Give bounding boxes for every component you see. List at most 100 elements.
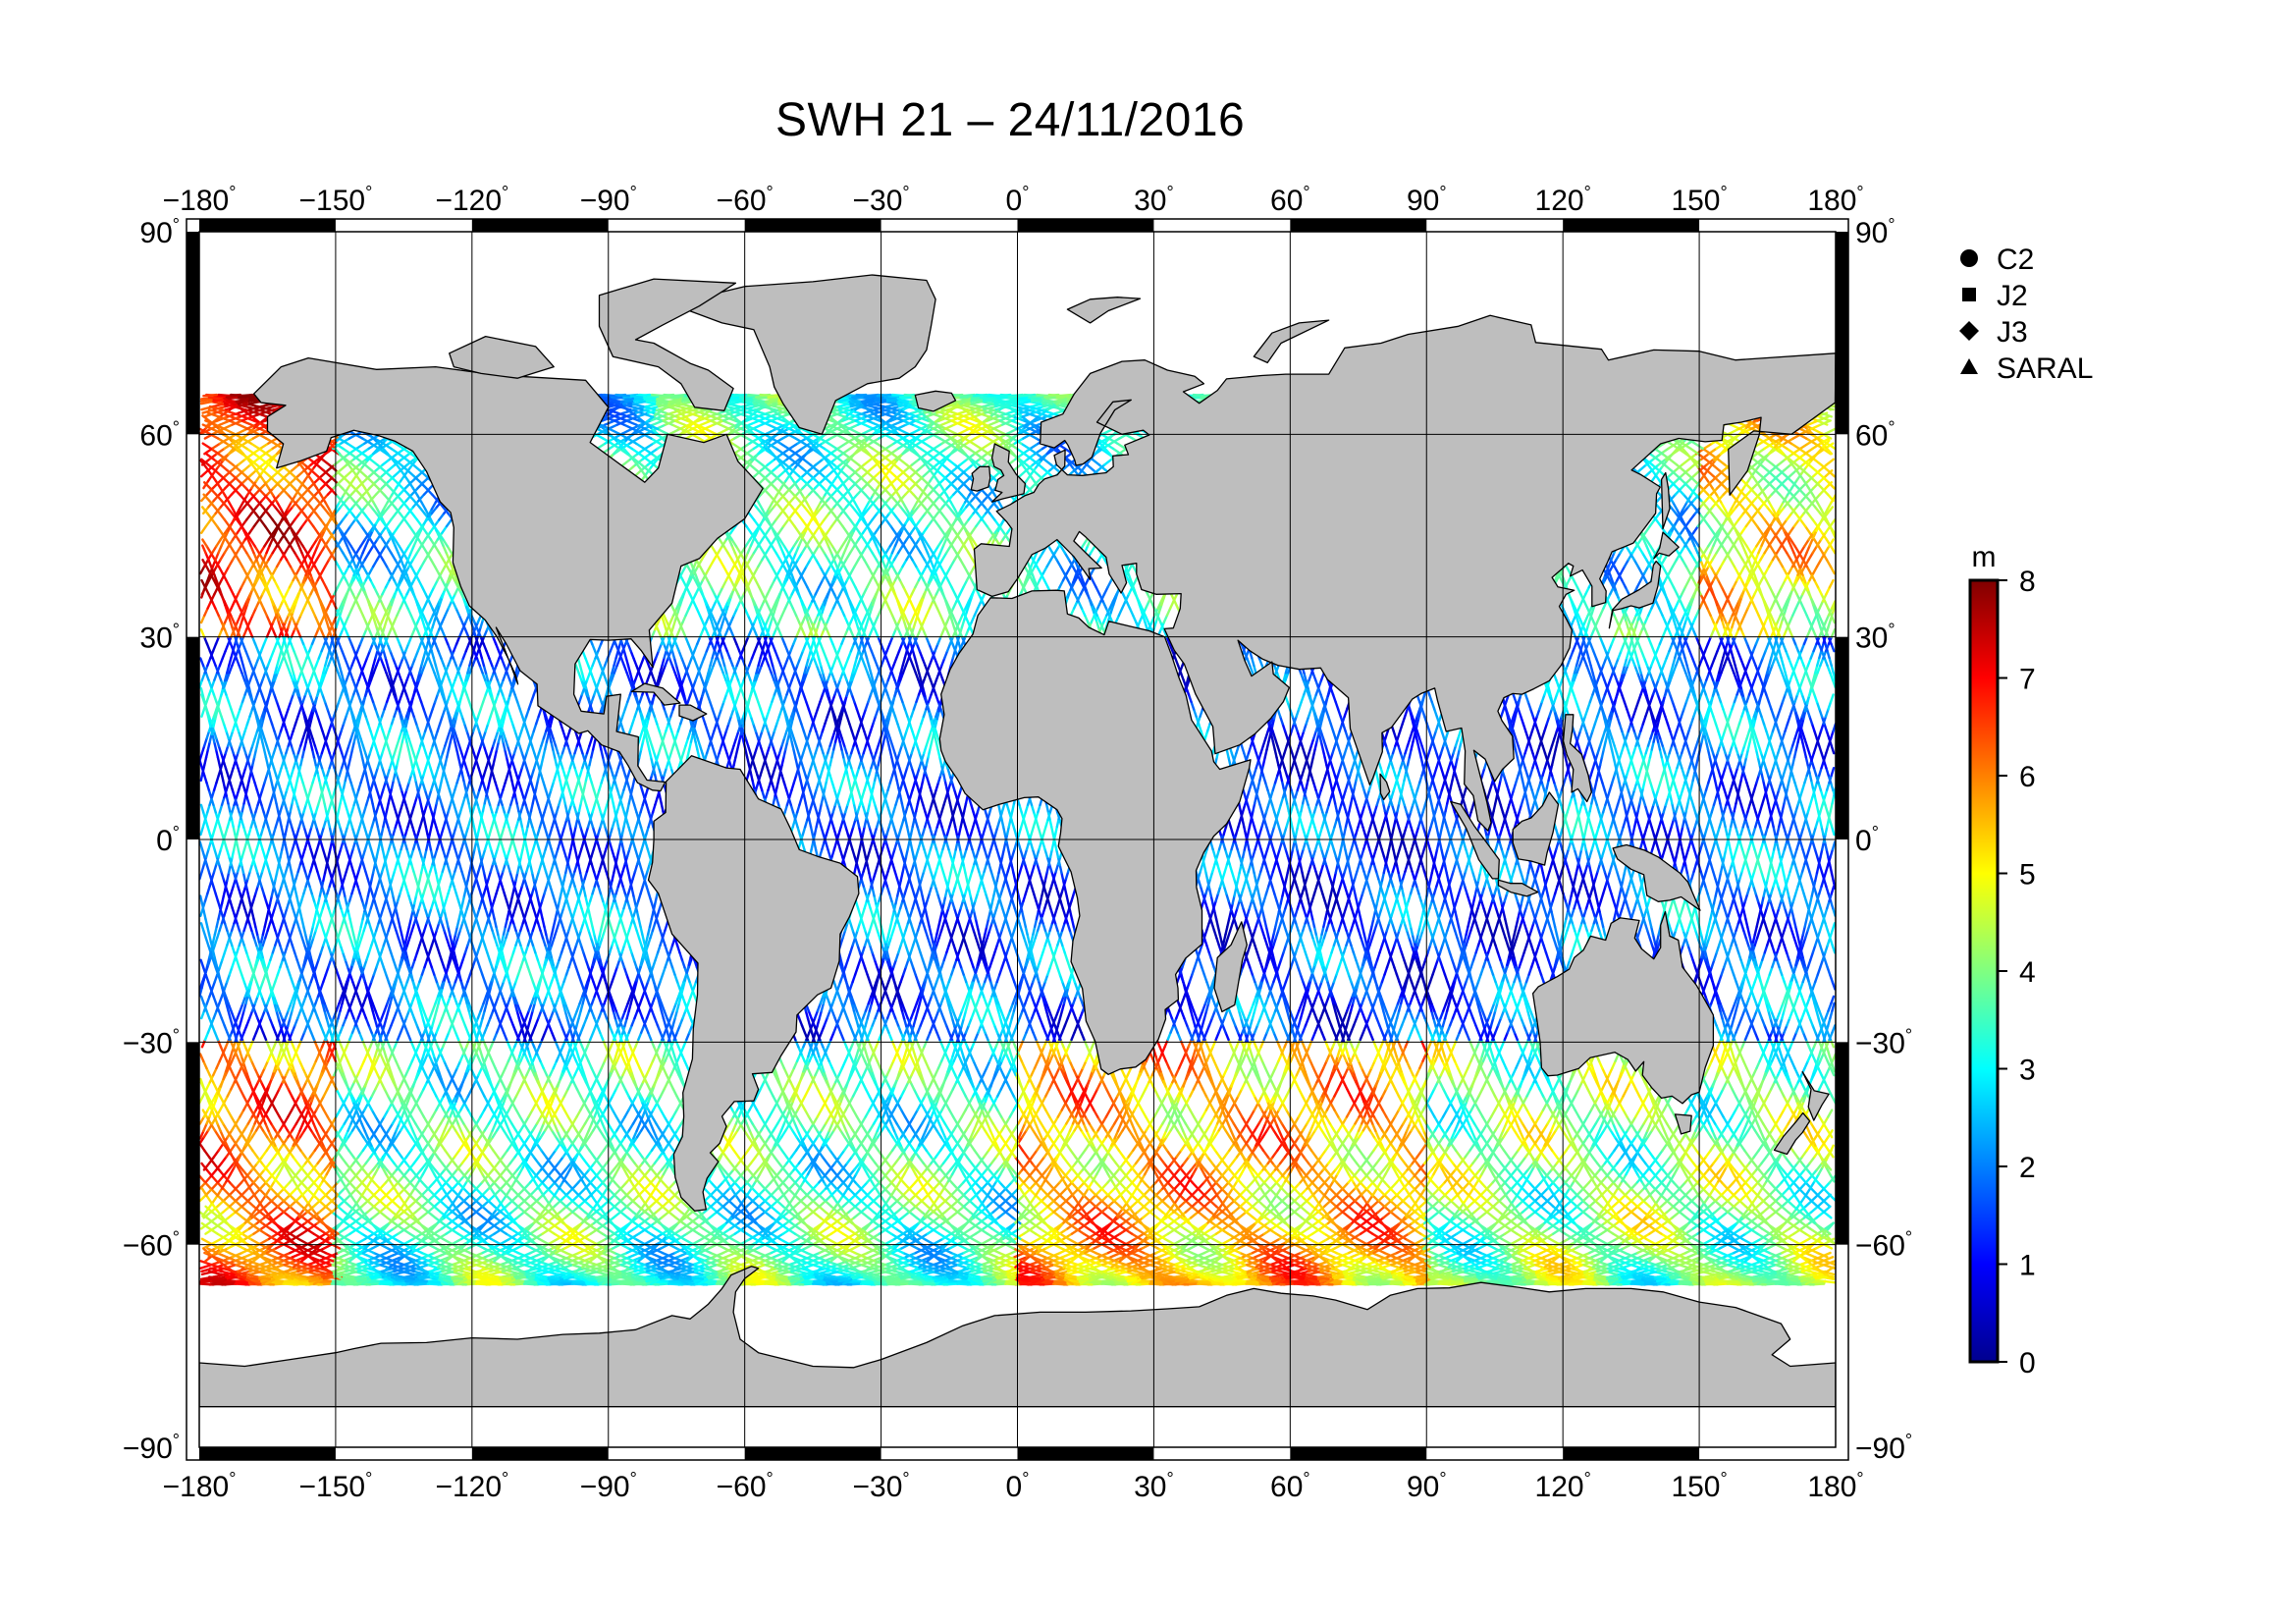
track-segment: [290, 995, 295, 1005]
track-segment: [416, 469, 426, 478]
track-segment: [253, 1081, 260, 1091]
track-segment: [385, 693, 391, 704]
track-segment: [359, 538, 366, 548]
track-segment: [1023, 862, 1029, 873]
track-segment: [1208, 1174, 1217, 1184]
track-segment: [218, 922, 224, 933]
track-segment: [937, 524, 945, 534]
track-segment: [1083, 1038, 1089, 1049]
track-segment: [986, 524, 993, 534]
track-segment: [1176, 1129, 1184, 1139]
track-segment: [1800, 1149, 1808, 1159]
track-segment: [1782, 995, 1788, 1005]
track-segment: [933, 518, 940, 528]
track-segment: [1137, 1142, 1145, 1152]
track-segment: [373, 730, 379, 740]
track-segment: [1704, 1149, 1712, 1159]
track-segment: [1751, 1066, 1758, 1077]
track-segment: [1185, 1053, 1192, 1062]
track-segment: [950, 545, 958, 555]
track-segment: [1080, 1031, 1086, 1042]
track-segment: [1176, 1031, 1182, 1042]
track-segment: [215, 1059, 221, 1070]
track-segment: [313, 628, 320, 638]
track-segment: [1197, 1211, 1207, 1219]
track-segment: [1823, 1115, 1830, 1125]
track-segment: [1578, 1251, 1591, 1259]
track-segment: [1019, 847, 1024, 858]
track-segment: [216, 929, 221, 940]
track-segment: [1173, 1024, 1179, 1034]
track-segment: [355, 545, 362, 555]
track-segment: [1128, 1129, 1135, 1139]
track-segment: [1058, 973, 1064, 984]
track-segment: [374, 600, 381, 610]
track-segment: [889, 524, 897, 534]
track-segment: [1256, 1174, 1265, 1184]
track-segment: [217, 1142, 225, 1152]
track-segment: [1806, 922, 1812, 933]
track-segment: [1089, 1053, 1095, 1062]
track-segment: [285, 585, 292, 596]
track-segment: [1198, 1081, 1204, 1091]
track-segment: [254, 803, 259, 814]
track-segment: [959, 558, 966, 568]
track-segment: [248, 672, 254, 681]
track-segment: [1199, 1162, 1206, 1171]
track-segment: [1233, 1142, 1241, 1152]
track-segment: [1150, 1162, 1158, 1171]
track-segment: [239, 1109, 245, 1118]
track-segment: [368, 469, 378, 478]
track-segment: [337, 693, 343, 704]
track-segment: [218, 1053, 225, 1062]
track-segment: [1806, 1053, 1813, 1062]
track-segment: [314, 922, 320, 933]
track-segment: [309, 937, 315, 947]
track-segment: [334, 506, 343, 515]
track-segment: [1185, 1142, 1193, 1152]
track-segment: [344, 565, 350, 575]
track-segment: [1779, 1109, 1786, 1118]
track-segment: [1776, 1009, 1782, 1020]
track-segment: [1758, 1053, 1765, 1062]
track-segment: [262, 635, 269, 646]
track-segment: [212, 782, 218, 791]
track-segment: [1805, 1142, 1813, 1152]
track-segment: [1179, 1038, 1185, 1049]
track-segment: [1066, 995, 1072, 1005]
track-segment: [1723, 1251, 1735, 1259]
track-segment: [344, 826, 349, 837]
track-segment: [1726, 1115, 1734, 1125]
track-segment: [260, 1066, 266, 1077]
track-segment: [1745, 1081, 1751, 1091]
track-segment: [1803, 1059, 1809, 1070]
track-segment: [205, 1081, 211, 1091]
track-segment: [1041, 922, 1047, 933]
track-segment: [210, 788, 216, 799]
track-segment: [1026, 870, 1031, 881]
track-segment: [1709, 1142, 1717, 1152]
track-segment: [284, 708, 290, 718]
track-segment: [1811, 907, 1816, 918]
track-segment: [1153, 1088, 1160, 1098]
track-segment: [933, 600, 939, 610]
track-segment: [337, 847, 343, 858]
track-segment: [1247, 1162, 1255, 1171]
track-segment: [403, 545, 410, 555]
track-segment: [915, 565, 922, 575]
track-segment: [291, 840, 296, 851]
track-segment: [254, 657, 260, 668]
track-segment: [355, 642, 362, 653]
track-segment: [213, 937, 219, 947]
track-segment: [1160, 1174, 1169, 1184]
track-segment: [236, 708, 241, 718]
track-segment: [320, 744, 326, 755]
map-title: SWH 21 – 24/11/2016: [775, 93, 1245, 147]
track-segment: [326, 600, 333, 610]
track-segment: [326, 885, 331, 895]
track-segment: [887, 469, 897, 478]
track-segment: [1831, 840, 1836, 851]
track-segment: [1830, 995, 1836, 1005]
track-segment: [325, 730, 331, 740]
track-segment: [392, 565, 399, 575]
